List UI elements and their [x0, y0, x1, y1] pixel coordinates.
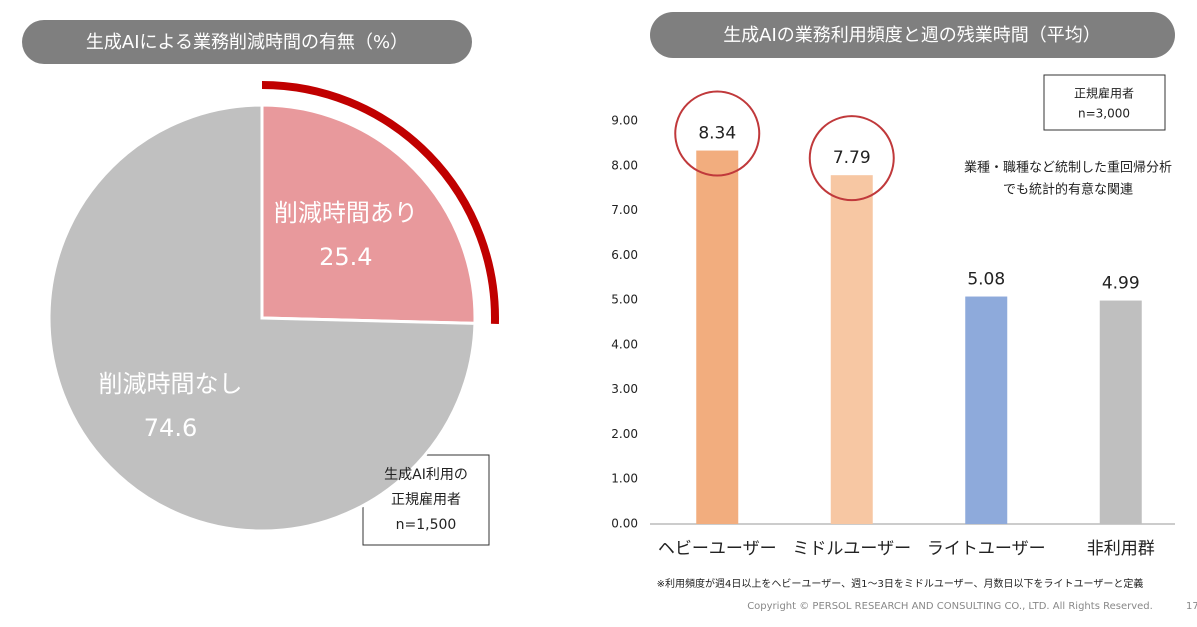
y-tick-label: 2.00	[611, 427, 638, 441]
pie-slice	[47, 103, 477, 533]
highlight-arc	[261, 81, 499, 324]
x-tick-label: ヘビーユーザー	[658, 539, 777, 559]
annotation: 業種・職種など統制した重回帰分析	[964, 160, 1172, 176]
y-tick-label: 3.00	[611, 382, 638, 396]
value-label: 4.99	[1102, 274, 1140, 294]
highlight-circle	[808, 115, 895, 202]
note-box	[1043, 74, 1166, 131]
copyright: Copyright © PERSOL RESEARCH AND CONSULTI…	[747, 601, 1153, 612]
slice-label: 削減時間なし	[99, 370, 243, 398]
value-label: 7.79	[833, 148, 871, 168]
y-tick-label: 6.00	[611, 248, 638, 262]
value-label: 5.08	[967, 270, 1005, 290]
x-tick-label: ライトユーザー	[927, 539, 1046, 559]
note: n=1,500	[396, 517, 457, 533]
annotation: でも統計的有意な関連	[1003, 182, 1133, 198]
slice-value: 25.4	[319, 243, 372, 271]
bar	[1099, 300, 1142, 524]
note: 正規雇用者	[391, 491, 461, 508]
y-tick-label: 7.00	[611, 203, 638, 217]
footnote: ※利用頻度が週4日以上をヘビーユーザー、週1～3日をミドルユーザー、月数日以下を…	[657, 577, 1144, 590]
x-tick-label: ミドルユーザー	[792, 539, 911, 559]
slice-value: 74.6	[144, 414, 197, 442]
highlight-circle	[674, 90, 761, 177]
pie-title: 生成AIによる業務削減時間の有無（%）	[86, 32, 408, 53]
y-tick-label: 4.00	[611, 337, 638, 351]
y-tick-label: 8.00	[611, 158, 638, 172]
y-tick-label: 9.00	[611, 114, 638, 128]
title-pill	[650, 12, 1175, 58]
bar	[830, 175, 873, 525]
y-tick-label: 5.00	[611, 293, 638, 307]
note: 正規雇用者	[1074, 86, 1134, 101]
page-number: 17	[1186, 601, 1197, 612]
y-tick-label: 0.00	[611, 517, 638, 531]
value-label: 8.34	[698, 124, 736, 144]
slice-label: 削減時間あり	[274, 199, 418, 227]
bar-title: 生成AIの業務利用頻度と週の残業時間（平均）	[723, 25, 1101, 46]
note: n=3,000	[1078, 107, 1130, 121]
y-tick-label: 1.00	[611, 472, 638, 486]
x-tick-label: 非利用群	[1087, 539, 1155, 559]
title-pill	[22, 20, 472, 64]
note: 生成AI利用の	[384, 467, 468, 483]
bar	[696, 150, 739, 524]
bar	[965, 296, 1008, 524]
pie-slice	[260, 103, 477, 325]
